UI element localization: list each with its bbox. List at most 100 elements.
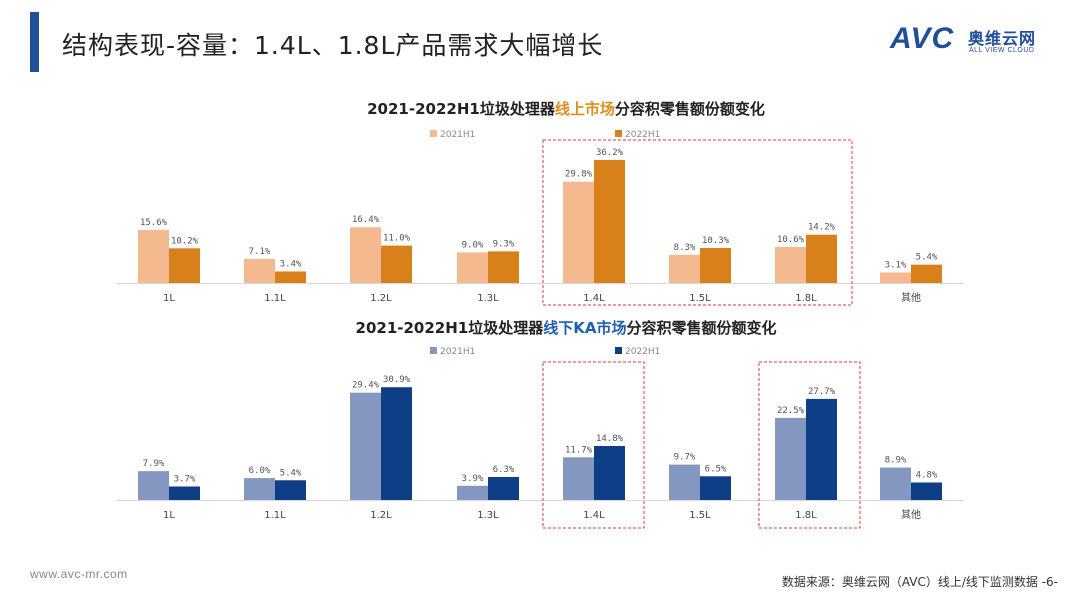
chart-title: 2021-2022H1垃圾处理器线下KA市场分容积零售额份额变化 [356, 319, 777, 337]
chart-title-part: 分容积零售额份额变化 [615, 100, 765, 118]
data-label: 9.3% [493, 239, 515, 249]
category-label: 1.4L [583, 510, 605, 521]
category-label: 1.3L [477, 293, 499, 304]
category-label: 1L [163, 510, 175, 521]
avc-logo: AVC 奥维云网 ALL VIEW CLOUD [890, 22, 1060, 62]
category-label: 1L [163, 293, 175, 304]
logo-en: ALL VIEW CLOUD [969, 47, 1035, 54]
title-accent-bar [30, 12, 39, 72]
bar [775, 417, 806, 500]
data-label: 6.0% [249, 466, 271, 476]
data-label: 30.9% [383, 375, 411, 385]
legend-label: 2021H1 [440, 347, 475, 357]
bar [381, 387, 412, 500]
bar [350, 227, 381, 283]
highlight-box [542, 139, 853, 306]
data-label: 8.3% [674, 243, 696, 253]
bar [775, 246, 806, 283]
data-label: 11.7% [565, 445, 593, 455]
data-label: 14.8% [596, 434, 624, 444]
data-label: 29.8% [565, 170, 593, 180]
bar [594, 445, 625, 500]
category-label: 1.4L [583, 293, 605, 304]
data-label: 22.5% [777, 406, 805, 416]
data-label: 3.1% [885, 260, 907, 270]
legend-label: 2021H1 [440, 130, 475, 140]
offline-ka-market-chart: 2021-2022H1垃圾处理器线下KA市场分容积零售额份额变化 2021H1 20… [117, 319, 964, 529]
category-label: 1.2L [370, 293, 392, 304]
online-market-chart: 2021-2022H1垃圾处理器线上市场分容积零售额份额变化 2021H1 2022… [117, 100, 964, 306]
bar [594, 159, 625, 283]
bar [700, 247, 731, 283]
data-label: 10.2% [171, 236, 199, 246]
category-label: 1.8L [795, 293, 817, 304]
chart-title-part: 线上市场 [555, 100, 615, 118]
chart-title-part: 分容积零售额份额变化 [626, 319, 776, 337]
data-label: 8.9% [885, 456, 907, 466]
bar [488, 477, 519, 500]
bar [275, 271, 306, 283]
data-label: 36.2% [596, 148, 624, 158]
bar [563, 181, 594, 283]
category-label: 1.8L [795, 510, 817, 521]
bar [244, 258, 275, 283]
data-label: 14.2% [808, 223, 836, 233]
chart-title-part: 线下KA市场 [543, 319, 626, 337]
category-label: 其他 [901, 291, 921, 304]
data-source: 数据来源：奥维云网（AVC）线上/线下监测数据 -6- [781, 575, 1058, 589]
bar [457, 485, 488, 500]
logo-mark: AVC [890, 22, 955, 55]
bar [911, 482, 942, 500]
data-label: 27.7% [808, 387, 836, 397]
data-label: 16.4% [352, 215, 380, 225]
data-label: 9.7% [674, 453, 696, 463]
bar [911, 264, 942, 283]
category-label: 1.5L [689, 293, 711, 304]
data-label: 6.5% [705, 464, 727, 474]
bar [169, 248, 200, 283]
data-label: 3.7% [174, 474, 196, 484]
bar [563, 457, 594, 500]
bar [806, 234, 837, 283]
bar [700, 476, 731, 500]
bar [669, 254, 700, 283]
bar [488, 251, 519, 283]
legend-swatch [615, 347, 622, 354]
data-label: 15.6% [140, 218, 168, 228]
legend-label: 2022H1 [625, 130, 660, 140]
legend-swatch [430, 130, 437, 137]
data-label: 9.0% [462, 240, 484, 250]
bar [880, 467, 911, 500]
legend-label: 2022H1 [625, 347, 660, 357]
data-label: 4.8% [916, 470, 938, 480]
category-label: 1.3L [477, 510, 499, 521]
bar [275, 480, 306, 500]
category-label: 1.5L [689, 510, 711, 521]
highlight-box [542, 361, 645, 529]
bar [669, 464, 700, 500]
chart-title-part: 2021-2022H1垃圾处理器 [367, 100, 556, 118]
data-label: 10.3% [702, 236, 730, 246]
bar [169, 486, 200, 500]
highlight-box [758, 361, 861, 529]
data-label: 29.4% [352, 381, 380, 391]
category-label: 其他 [901, 508, 921, 521]
data-label: 10.6% [777, 235, 805, 245]
data-label: 7.1% [249, 247, 271, 257]
category-label: 1.2L [370, 510, 392, 521]
category-label: 1.1L [264, 293, 286, 304]
bar [350, 392, 381, 500]
bar [806, 398, 837, 500]
bar [880, 272, 911, 283]
data-label: 5.4% [280, 468, 302, 478]
data-label: 11.0% [383, 234, 411, 244]
legend-swatch [430, 347, 437, 354]
data-label: 7.9% [143, 459, 165, 469]
chart-title-part: 2021-2022H1垃圾处理器 [356, 319, 545, 337]
data-label: 3.4% [280, 259, 302, 269]
legend-swatch [615, 130, 622, 137]
category-label: 1.1L [264, 510, 286, 521]
data-label: 3.9% [462, 474, 484, 484]
bar [138, 471, 169, 500]
